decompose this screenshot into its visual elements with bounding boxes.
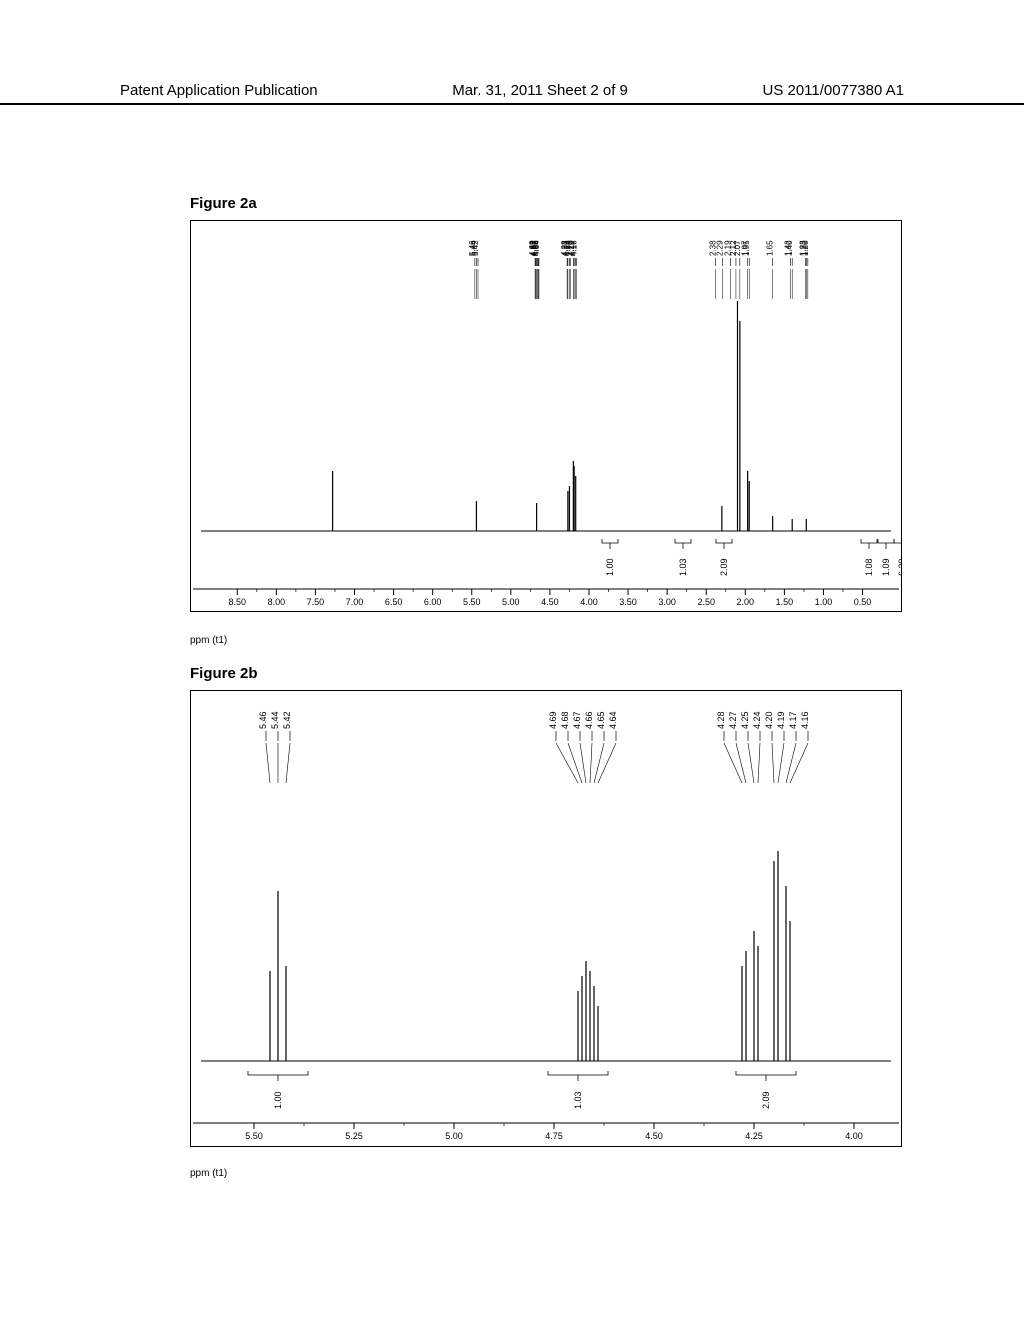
xaxis-tick-label: 4.00 [845, 1131, 863, 1141]
peak-value-label: 4.65 [596, 711, 606, 729]
peak-value-label: 4.20 [764, 711, 774, 729]
peak-value-label: 4.66 [584, 711, 594, 729]
xaxis-tick-label: 5.50 [463, 597, 481, 607]
peak-value-label: 4.64 [532, 240, 541, 256]
integral-value-label: 1.00 [605, 558, 615, 576]
peak-value-label: 5.42 [471, 240, 480, 256]
xaxis-tick-label: 5.25 [345, 1131, 363, 1141]
patent-page: Patent Application Publication Mar. 31, … [0, 0, 1024, 1320]
xaxis-tick-label: 7.50 [307, 597, 325, 607]
integral-value-label: 6.29 [897, 558, 901, 576]
figure-2b-spectrum: 5.465.445.42 4.694.684.674.664.654.64 4.28… [190, 690, 902, 1147]
integral-value-label: 2.09 [761, 1091, 771, 1109]
spectrum-2a-svg: 5.465.445.424.694.684.674.664.654.644.28… [191, 221, 901, 611]
peak-value-label: 5.42 [282, 711, 292, 729]
xaxis-tick-label: 2.50 [697, 597, 715, 607]
peak-value-label: 4.69 [548, 711, 558, 729]
peak-value-label: 4.64 [608, 711, 618, 729]
integral-value-label: 1.09 [881, 558, 891, 576]
peak-value-label: 4.28 [716, 711, 726, 729]
xaxis-tick-label: 3.50 [619, 597, 637, 607]
integral-value-label: 1.03 [573, 1091, 583, 1109]
xaxis-tick-label: 5.00 [502, 597, 520, 607]
xaxis-tick-label: 4.25 [745, 1131, 763, 1141]
integral-value-label: 1.08 [864, 558, 874, 576]
xaxis-tick-label: 0.50 [854, 597, 872, 607]
peak-value-label: 5.46 [258, 711, 268, 729]
peak-value-label: 1.20 [801, 240, 810, 256]
xaxis-tick-label: 1.00 [815, 597, 833, 607]
xaxis-tick-label: 4.50 [645, 1131, 663, 1141]
xaxis-tick-label: 2.00 [737, 597, 755, 607]
figure-2b-label: Figure 2b [190, 665, 258, 682]
header-left: Patent Application Publication [120, 82, 318, 99]
peak-value-label: 4.17 [788, 711, 798, 729]
integral-value-label: 1.03 [678, 558, 688, 576]
peak-value-label: 1.95 [742, 240, 751, 256]
integral-value-label: 2.09 [719, 558, 729, 576]
peak-value-label: 4.68 [560, 711, 570, 729]
figure-2a-label: Figure 2a [190, 195, 257, 212]
peak-value-label: 1.65 [766, 240, 775, 256]
xaxis-tick-label: 8.00 [268, 597, 286, 607]
peak-value-label: 4.16 [800, 711, 810, 729]
xaxis-tick-label: 4.50 [541, 597, 559, 607]
xaxis-tick-label: 4.75 [545, 1131, 563, 1141]
peak-value-label: 1.40 [785, 240, 794, 256]
peak-value-label: 4.27 [728, 711, 738, 729]
peak-value-label: 4.24 [752, 711, 762, 729]
xaxis-tick-label: 6.00 [424, 597, 442, 607]
spectrum-2b-svg: 5.465.445.42 4.694.684.674.664.654.64 4.28… [191, 691, 901, 1146]
xaxis-tick-label: 8.50 [228, 597, 246, 607]
ppm-label-2b: ppm (t1) [190, 1168, 227, 1179]
header-center: Mar. 31, 2011 Sheet 2 of 9 [452, 82, 628, 99]
figure-2a-spectrum: 5.465.445.424.694.684.674.664.654.644.28… [190, 220, 902, 612]
xaxis-tick-label: 7.00 [346, 597, 364, 607]
peak-value-label: 4.67 [572, 711, 582, 729]
xaxis-tick-label: 3.00 [658, 597, 676, 607]
xaxis-tick-label: 1.50 [776, 597, 794, 607]
integral-value-label: 1.00 [273, 1091, 283, 1109]
page-header: Patent Application Publication Mar. 31, … [0, 82, 1024, 105]
xaxis-tick-label: 5.50 [245, 1131, 263, 1141]
xaxis-tick-label: 5.00 [445, 1131, 463, 1141]
peak-value-label: 4.19 [776, 711, 786, 729]
xaxis-tick-label: 6.50 [385, 597, 403, 607]
peak-value-label: 5.44 [270, 711, 280, 729]
xaxis-tick-label: 4.00 [580, 597, 598, 607]
peak-value-label: 4.16 [569, 240, 578, 256]
ppm-label-2a: ppm (t1) [190, 635, 227, 646]
peak-value-label: 4.25 [740, 711, 750, 729]
header-right: US 2011/0077380 A1 [762, 82, 904, 99]
